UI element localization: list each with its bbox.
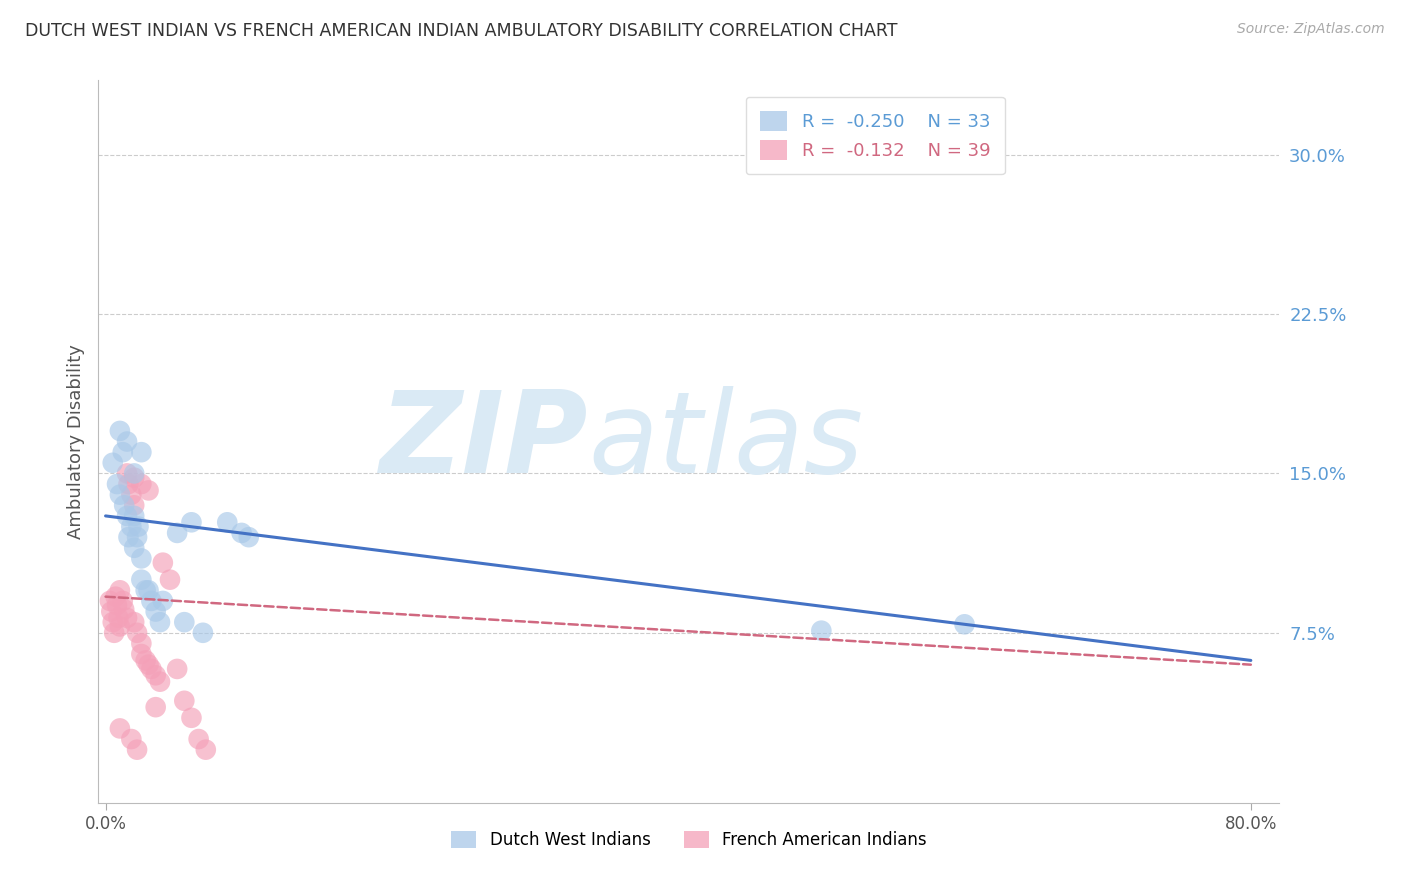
Point xyxy=(191,625,214,640)
Point xyxy=(125,530,148,544)
Point xyxy=(194,742,217,756)
Point xyxy=(953,617,976,632)
Point xyxy=(120,488,142,502)
Point xyxy=(138,483,160,498)
Point xyxy=(131,647,153,661)
Point xyxy=(100,605,122,619)
Text: atlas: atlas xyxy=(589,386,863,497)
Point xyxy=(122,615,145,630)
Point xyxy=(101,615,124,630)
Point xyxy=(101,456,124,470)
Legend: Dutch West Indians, French American Indians: Dutch West Indians, French American Indi… xyxy=(444,824,934,856)
Text: DUTCH WEST INDIAN VS FRENCH AMERICAN INDIAN AMBULATORY DISABILITY CORRELATION CH: DUTCH WEST INDIAN VS FRENCH AMERICAN IND… xyxy=(25,22,898,40)
Point xyxy=(105,598,128,612)
Point xyxy=(122,541,145,555)
Point xyxy=(105,477,128,491)
Point xyxy=(98,594,121,608)
Point xyxy=(231,525,253,540)
Text: Source: ZipAtlas.com: Source: ZipAtlas.com xyxy=(1237,22,1385,37)
Point xyxy=(187,732,209,747)
Point xyxy=(107,611,129,625)
Point xyxy=(131,477,153,491)
Point xyxy=(145,605,167,619)
Point xyxy=(108,488,131,502)
Point xyxy=(122,467,145,481)
Point xyxy=(173,694,195,708)
Text: ZIP: ZIP xyxy=(380,386,589,497)
Point xyxy=(112,602,135,616)
Point xyxy=(810,624,832,638)
Point xyxy=(152,594,174,608)
Point xyxy=(135,653,157,667)
Point xyxy=(149,615,172,630)
Point xyxy=(111,594,134,608)
Point xyxy=(173,615,195,630)
Point xyxy=(108,722,131,736)
Point xyxy=(131,573,153,587)
Point xyxy=(141,662,163,676)
Point xyxy=(238,530,260,544)
Point xyxy=(166,662,188,676)
Y-axis label: Ambulatory Disability: Ambulatory Disability xyxy=(66,344,84,539)
Point xyxy=(112,498,135,512)
Point xyxy=(125,742,148,756)
Point xyxy=(108,424,131,438)
Point xyxy=(141,594,163,608)
Point xyxy=(120,519,142,533)
Point xyxy=(145,700,167,714)
Point xyxy=(117,530,139,544)
Point xyxy=(122,498,145,512)
Point xyxy=(166,525,188,540)
Point xyxy=(108,619,131,633)
Point xyxy=(117,477,139,491)
Point xyxy=(115,508,138,523)
Point xyxy=(122,471,145,485)
Point xyxy=(180,516,202,530)
Point xyxy=(145,668,167,682)
Point xyxy=(122,508,145,523)
Point xyxy=(131,636,153,650)
Point xyxy=(111,445,134,459)
Point xyxy=(120,732,142,747)
Point xyxy=(108,583,131,598)
Point xyxy=(115,434,138,449)
Point xyxy=(104,590,127,604)
Point xyxy=(115,467,138,481)
Point xyxy=(138,657,160,672)
Point xyxy=(217,516,239,530)
Point xyxy=(103,625,125,640)
Point xyxy=(138,583,160,598)
Point xyxy=(159,573,181,587)
Point xyxy=(135,583,157,598)
Point xyxy=(131,551,153,566)
Point xyxy=(149,674,172,689)
Point xyxy=(128,519,150,533)
Point xyxy=(131,445,153,459)
Point xyxy=(115,611,138,625)
Point xyxy=(152,556,174,570)
Point xyxy=(125,625,148,640)
Point xyxy=(180,711,202,725)
